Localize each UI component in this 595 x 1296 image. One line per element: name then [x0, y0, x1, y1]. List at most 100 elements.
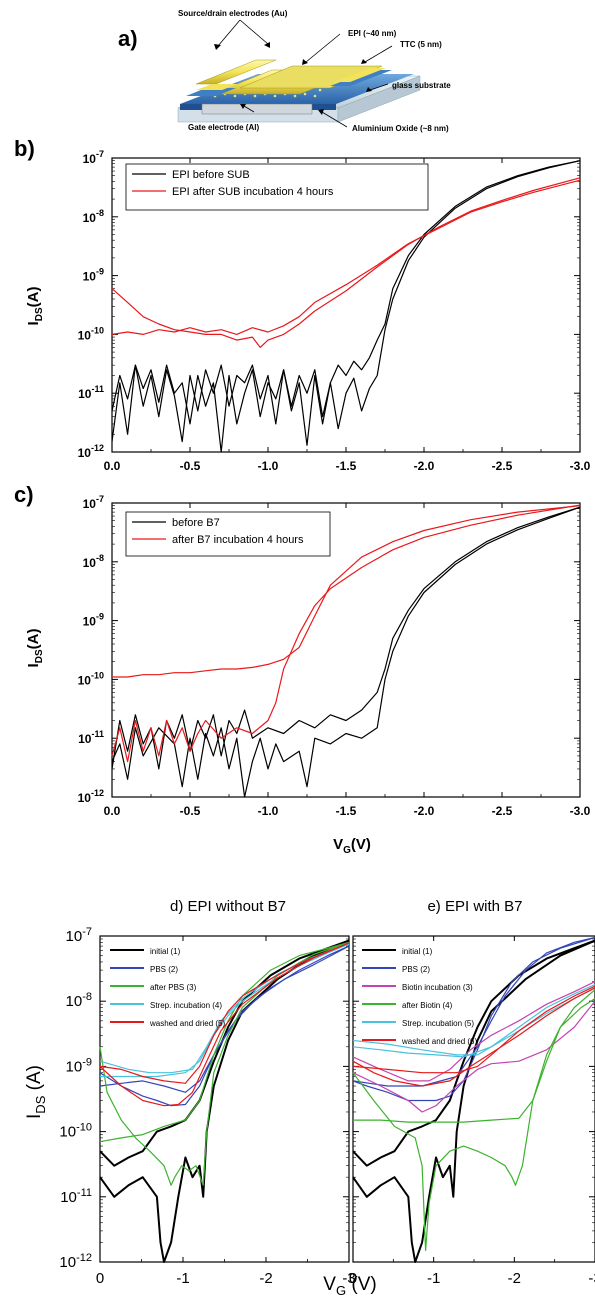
- source-electrode-back: [195, 59, 277, 85]
- series-line-2-reverse: [99, 945, 350, 1107]
- x-tick-label: -3: [342, 1270, 355, 1287]
- panel-e-title: e) EPI with B7: [427, 898, 522, 915]
- legend-box: [125, 163, 429, 211]
- series-line-5-forward: [99, 942, 350, 1084]
- label-ttc: TTC (5 nm): [400, 40, 442, 49]
- label-epi: EPI (~40 nm): [348, 29, 397, 38]
- x-tick-label: -2: [259, 1270, 272, 1287]
- panel-c-letter: c): [14, 482, 34, 507]
- x-tick-label: 0.0: [104, 804, 121, 818]
- panel-b-y-axis-label: IDS(A): [25, 287, 45, 326]
- y-tick-label: 10-9: [66, 1056, 92, 1075]
- y-tick-label: 10-12: [59, 1252, 92, 1271]
- y-tick-label: 10-10: [78, 325, 104, 342]
- x-tick-label: -1: [176, 1270, 189, 1287]
- y-tick-label: 10-11: [78, 384, 104, 401]
- legend-entry: EPI before SUB: [172, 169, 250, 181]
- plot-frame: [352, 935, 595, 1263]
- panel-de-x-axis-label: VG (V): [323, 1274, 376, 1296]
- legend-entry: Strep. incubation (5): [402, 1019, 474, 1028]
- contact-pad-right-gold: [334, 68, 386, 82]
- x-tick-label: 0: [349, 1270, 357, 1287]
- x-tick-label: -3.0: [570, 804, 591, 818]
- contact-pad-left: [186, 88, 236, 96]
- legend: before B7 after B7 incubation 4 hours: [125, 511, 331, 557]
- x-tick-label: -2.0: [414, 804, 435, 818]
- gate-electrode: [201, 103, 313, 115]
- series-line-1-reverse: [111, 160, 581, 453]
- legend-entry: Biotin incubation (3): [402, 983, 473, 992]
- panel-a-letter: a): [118, 26, 138, 51]
- series-line-4-forward: [352, 997, 595, 1252]
- series-line-2-forward: [352, 936, 595, 1087]
- y-tick-label: 10-10: [78, 670, 104, 687]
- x-tick-label: -0.5: [180, 459, 201, 473]
- legend-entry: after Biotin (4): [402, 1001, 453, 1010]
- x-tick-label: -1.5: [336, 459, 357, 473]
- chart-panel-b: b) IDS(A) 0.0 -0.5 -1.0 -1.5 -2.0 -2.5 -3.0 10-…: [14, 136, 591, 473]
- series-line-1-reverse: [352, 939, 595, 1263]
- series-line-2-reverse: [111, 177, 581, 348]
- series-line-5-reverse: [99, 942, 350, 1107]
- x-tick-label: -2.0: [414, 459, 435, 473]
- y-tick-label: 10-11: [60, 1187, 92, 1206]
- legend-entry: initial (1): [150, 947, 181, 956]
- series-line-2-reverse: [352, 936, 595, 1102]
- chart-panel-c: c) IDS(A) VG(V) 0.0 -0.5 -1.0 -1.5 -2.0 -2.5 -…: [14, 482, 591, 856]
- y-tick-label: 10-8: [83, 553, 104, 570]
- series-line-2-forward: [111, 179, 581, 335]
- series-line-4-reverse: [353, 989, 595, 1123]
- series-line-1-forward: [352, 939, 595, 1167]
- legend-entry: after PBS (3): [150, 983, 197, 992]
- legend-entry: PBS (2): [402, 965, 430, 974]
- x-tick-label: -1.0: [258, 804, 279, 818]
- x-tick-label: -1.0: [258, 459, 279, 473]
- legend-entry: initial (1): [402, 947, 433, 956]
- legend-entry: EPI after SUB incubation 4 hours: [172, 186, 334, 198]
- panel-c-x-axis-label: VG(V): [333, 836, 371, 856]
- x-tick-label: -3.0: [570, 459, 591, 473]
- panel-d-title: d) EPI without B7: [170, 898, 286, 915]
- x-tick-label: -2.5: [492, 459, 513, 473]
- label-glass: glass substrate: [392, 81, 451, 90]
- legend-entry: after B7 incubation 4 hours: [172, 534, 304, 546]
- device-schematic: [177, 59, 421, 123]
- leader-arrowheads: [214, 42, 372, 115]
- series-line-1-forward: [111, 506, 581, 770]
- series-line-6-forward: [352, 985, 595, 1074]
- series-line-5-reverse: [352, 987, 595, 1058]
- series-line-3-reverse: [99, 941, 350, 1186]
- y-tick-label: 10-12: [78, 788, 104, 805]
- y-tick-label: 10-9: [83, 612, 104, 629]
- panel-b-letter: b): [14, 136, 35, 161]
- contact-pad-left-gold: [196, 84, 238, 90]
- legend-entry: washed and dried (6): [401, 1037, 477, 1046]
- y-tick-label: 10-7: [83, 494, 104, 511]
- legend-box: [125, 511, 331, 557]
- chart-panel-d: d) EPI without B7 IDS (A) 0 -1 -2 -3 10-12 10…: [24, 898, 356, 1287]
- x-tick-label: -0.5: [180, 804, 201, 818]
- x-tick-label: 0: [96, 1270, 104, 1287]
- series-line-3-forward: [99, 941, 350, 1143]
- x-tick-label: -2: [508, 1270, 521, 1287]
- series-line-6-reverse: [352, 987, 595, 1087]
- legend: initial (1) PBS (2) Biotin incubation (3) a…: [362, 947, 477, 1046]
- y-tick-label: 10-12: [78, 443, 104, 460]
- y-tick-label: 10-10: [59, 1122, 92, 1141]
- plot-frame: [99, 935, 350, 1263]
- x-tick-label: -1: [427, 1270, 440, 1287]
- legend: EPI before SUB EPI after SUB incubation 4…: [125, 163, 429, 211]
- y-tick-label: 10-7: [66, 926, 92, 945]
- panel-c-y-axis-label: IDS(A): [25, 629, 45, 668]
- x-tick-label: -1.5: [336, 804, 357, 818]
- x-tick-label: -3: [588, 1270, 595, 1287]
- series-line-2-forward: [111, 504, 581, 763]
- legend-entry: Strep. incubation (4): [150, 1001, 222, 1010]
- glass-substrate-side: [337, 75, 421, 123]
- legend-entry: PBS (2): [150, 965, 178, 974]
- panel-d-y-axis-label: IDS (A): [24, 1065, 48, 1119]
- x-tick-label: 0.0: [104, 459, 121, 473]
- series-line-1-forward: [111, 160, 581, 443]
- schematic-leaders: [217, 19, 393, 128]
